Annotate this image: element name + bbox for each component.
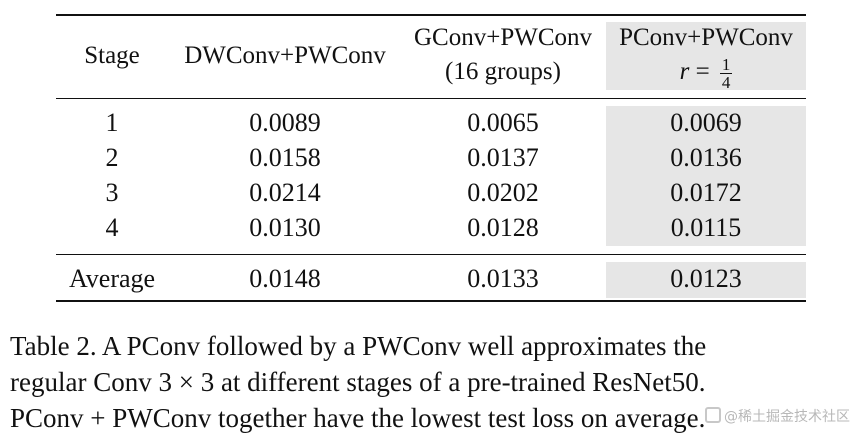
watermark-text: @稀土掘金技术社区	[724, 409, 850, 425]
ratio-equals: =	[695, 58, 710, 86]
pconv-cell: 0.0136	[670, 143, 742, 172]
watermark-logo-icon	[705, 407, 721, 423]
header-stage: Stage	[84, 42, 140, 69]
average-pconv: 0.0123	[670, 264, 742, 293]
average-label: Average	[68, 264, 156, 293]
ratio-fraction: 1 4	[719, 55, 733, 92]
gconv-cell: 0.0202	[467, 178, 539, 207]
dwconv-cell: 0.0158	[249, 143, 321, 172]
pconv-cell: 0.0069	[670, 108, 742, 137]
gconv-cell: 0.0128	[467, 213, 539, 242]
ratio-symbol: r	[679, 58, 690, 86]
dwconv-cell: 0.0130	[249, 213, 321, 242]
caption-line-1: Table 2. A PConv followed by a PWConv we…	[10, 331, 707, 361]
highlight-average-cell	[606, 262, 806, 298]
stage-cell: 4	[105, 213, 119, 242]
stage-cell: 1	[105, 108, 119, 137]
header-dwconv: DWConv+PWConv	[184, 42, 386, 69]
pconv-cell: 0.0115	[670, 213, 742, 242]
dwconv-cell: 0.0089	[249, 108, 321, 137]
dwconv-cell: 0.0214	[249, 178, 321, 207]
table-caption: Table 2. A PConv followed by a PWConv we…	[10, 328, 856, 436]
caption-line-3: PConv + PWConv together have the lowest …	[10, 403, 706, 433]
stage-cell: 2	[105, 143, 119, 172]
header-gconv-line1: GConv+PWConv	[413, 24, 592, 51]
bottom-rule	[56, 300, 806, 302]
pconv-cell: 0.0172	[670, 178, 742, 207]
header-rule	[56, 98, 806, 99]
gconv-cell: 0.0137	[467, 143, 539, 172]
ratio-denominator: 4	[721, 73, 731, 92]
average-dwconv: 0.0148	[249, 264, 321, 293]
mid-rule	[56, 254, 806, 255]
stage-cell: 3	[105, 178, 119, 207]
average-gconv: 0.0133	[467, 264, 539, 293]
watermark: @稀土掘金技术社区	[705, 406, 850, 426]
header-gconv-line2: (16 groups)	[445, 58, 561, 85]
ratio-numerator: 1	[719, 55, 733, 74]
header-pconv-ratio: r = 1 4	[606, 56, 806, 91]
header-pconv-line1: PConv+PWConv	[619, 24, 793, 51]
highlight-body-cells	[606, 106, 806, 246]
top-rule	[56, 14, 806, 16]
gconv-cell: 0.0065	[467, 108, 539, 137]
caption-line-2: regular Conv 3 × 3 at different stages o…	[10, 367, 706, 397]
highlight-header-cell	[606, 22, 806, 90]
